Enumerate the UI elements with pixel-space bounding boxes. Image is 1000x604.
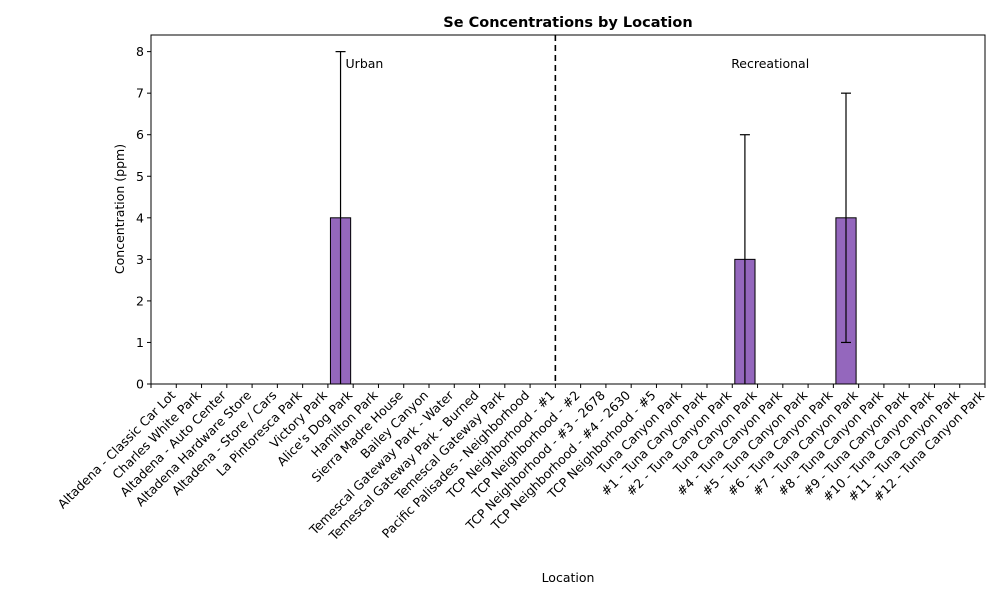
y-tick-label: 1	[136, 335, 144, 350]
x-axis-label: Location	[542, 570, 595, 585]
y-tick-label: 8	[136, 44, 144, 59]
y-tick-label: 0	[136, 377, 144, 392]
y-axis-label: Concentration (ppm)	[112, 144, 127, 274]
y-tick-label: 6	[136, 127, 144, 142]
y-tick-label: 3	[136, 252, 144, 267]
y-tick-label: 7	[136, 86, 144, 101]
y-tick-label: 2	[136, 293, 144, 308]
chart-title: Se Concentrations by Location	[443, 15, 692, 31]
plot-frame	[150, 34, 986, 385]
annotation-urban: Urban	[346, 56, 384, 71]
y-tick-label: 4	[136, 210, 144, 225]
annotation-recreational: Recreational	[731, 56, 809, 71]
y-tick-label: 5	[136, 169, 144, 184]
